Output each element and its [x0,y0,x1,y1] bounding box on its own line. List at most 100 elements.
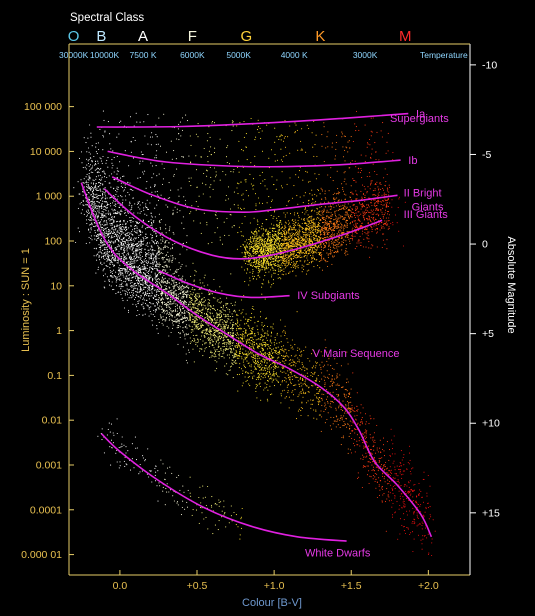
star-point [331,380,333,382]
star-point [224,313,226,316]
star-point [131,264,133,266]
star-point [389,455,392,457]
star-point [145,254,147,256]
star-point [232,347,235,349]
star-point [118,250,120,252]
star-point [416,496,418,498]
star-point [342,410,344,412]
star-point [423,535,426,537]
star-point [270,331,273,333]
star-point [356,405,358,408]
star-point [252,359,254,361]
star-point [155,278,157,280]
star-point [255,383,257,385]
star-point [88,165,90,167]
star-point [289,363,291,365]
star-point [98,207,100,209]
star-point [214,297,216,299]
star-point [281,360,283,362]
star-point [221,318,223,321]
star-point [392,485,394,488]
star-point [168,327,170,329]
star-point [96,259,98,261]
star-point [171,316,173,318]
star-point [264,374,266,377]
star-point [128,273,130,275]
star-point [145,233,147,236]
star-point [162,309,164,311]
star-point [135,266,137,268]
star-point [183,293,185,295]
star-point [193,361,195,363]
star-point [203,321,205,323]
star-point [157,251,159,254]
star-point [285,349,287,351]
star-point [131,281,133,283]
star-point [219,286,221,288]
star-point [200,303,202,305]
star-point [339,426,341,428]
star-point [323,364,325,366]
star-point [211,293,213,295]
star-point [136,248,138,250]
star-point [130,279,133,282]
star-point [214,337,216,339]
star-point [193,340,195,343]
star-point [213,322,215,324]
star-point [124,271,126,273]
star-point [424,527,427,529]
star-point [232,332,234,334]
star-point [155,235,157,238]
star-point [368,445,370,447]
star-point [372,469,374,471]
star-point [300,414,302,417]
star-point [258,376,260,378]
star-point [261,350,263,352]
star-point [132,246,134,248]
star-point [410,489,413,491]
star-point [146,263,148,265]
star-point [314,361,317,363]
star-point [102,134,104,137]
star-point [173,300,175,302]
star-point [186,318,188,320]
star-point [125,225,127,228]
star-point [105,232,107,234]
star-point [195,342,197,344]
star-point [126,233,128,235]
star-point [149,288,151,290]
star-point [97,219,99,221]
star-point [174,285,176,288]
star-point [101,227,104,229]
star-point [116,262,118,264]
star-point [251,312,253,314]
star-point [106,226,108,229]
star-point [242,335,244,337]
star-point [252,305,254,308]
star-point [246,342,248,344]
star-point [419,505,421,507]
star-point [194,269,196,271]
star-point [103,257,105,259]
star-point [122,286,124,288]
star-point [139,251,141,253]
star-point [109,202,112,204]
star-point [130,285,132,287]
star-point [127,309,130,311]
star-point [146,304,148,306]
star-point [146,281,148,283]
star-point [310,403,312,405]
star-point [201,331,203,333]
star-point [162,279,164,281]
star-point [353,442,355,444]
star-point [340,444,342,446]
star-point [226,338,228,341]
star-point [203,300,205,302]
star-point [160,294,162,296]
star-point [113,232,116,234]
star-point [109,212,111,214]
star-point [289,359,291,362]
star-point [258,383,260,385]
star-point [305,375,307,377]
star-point [245,340,248,342]
